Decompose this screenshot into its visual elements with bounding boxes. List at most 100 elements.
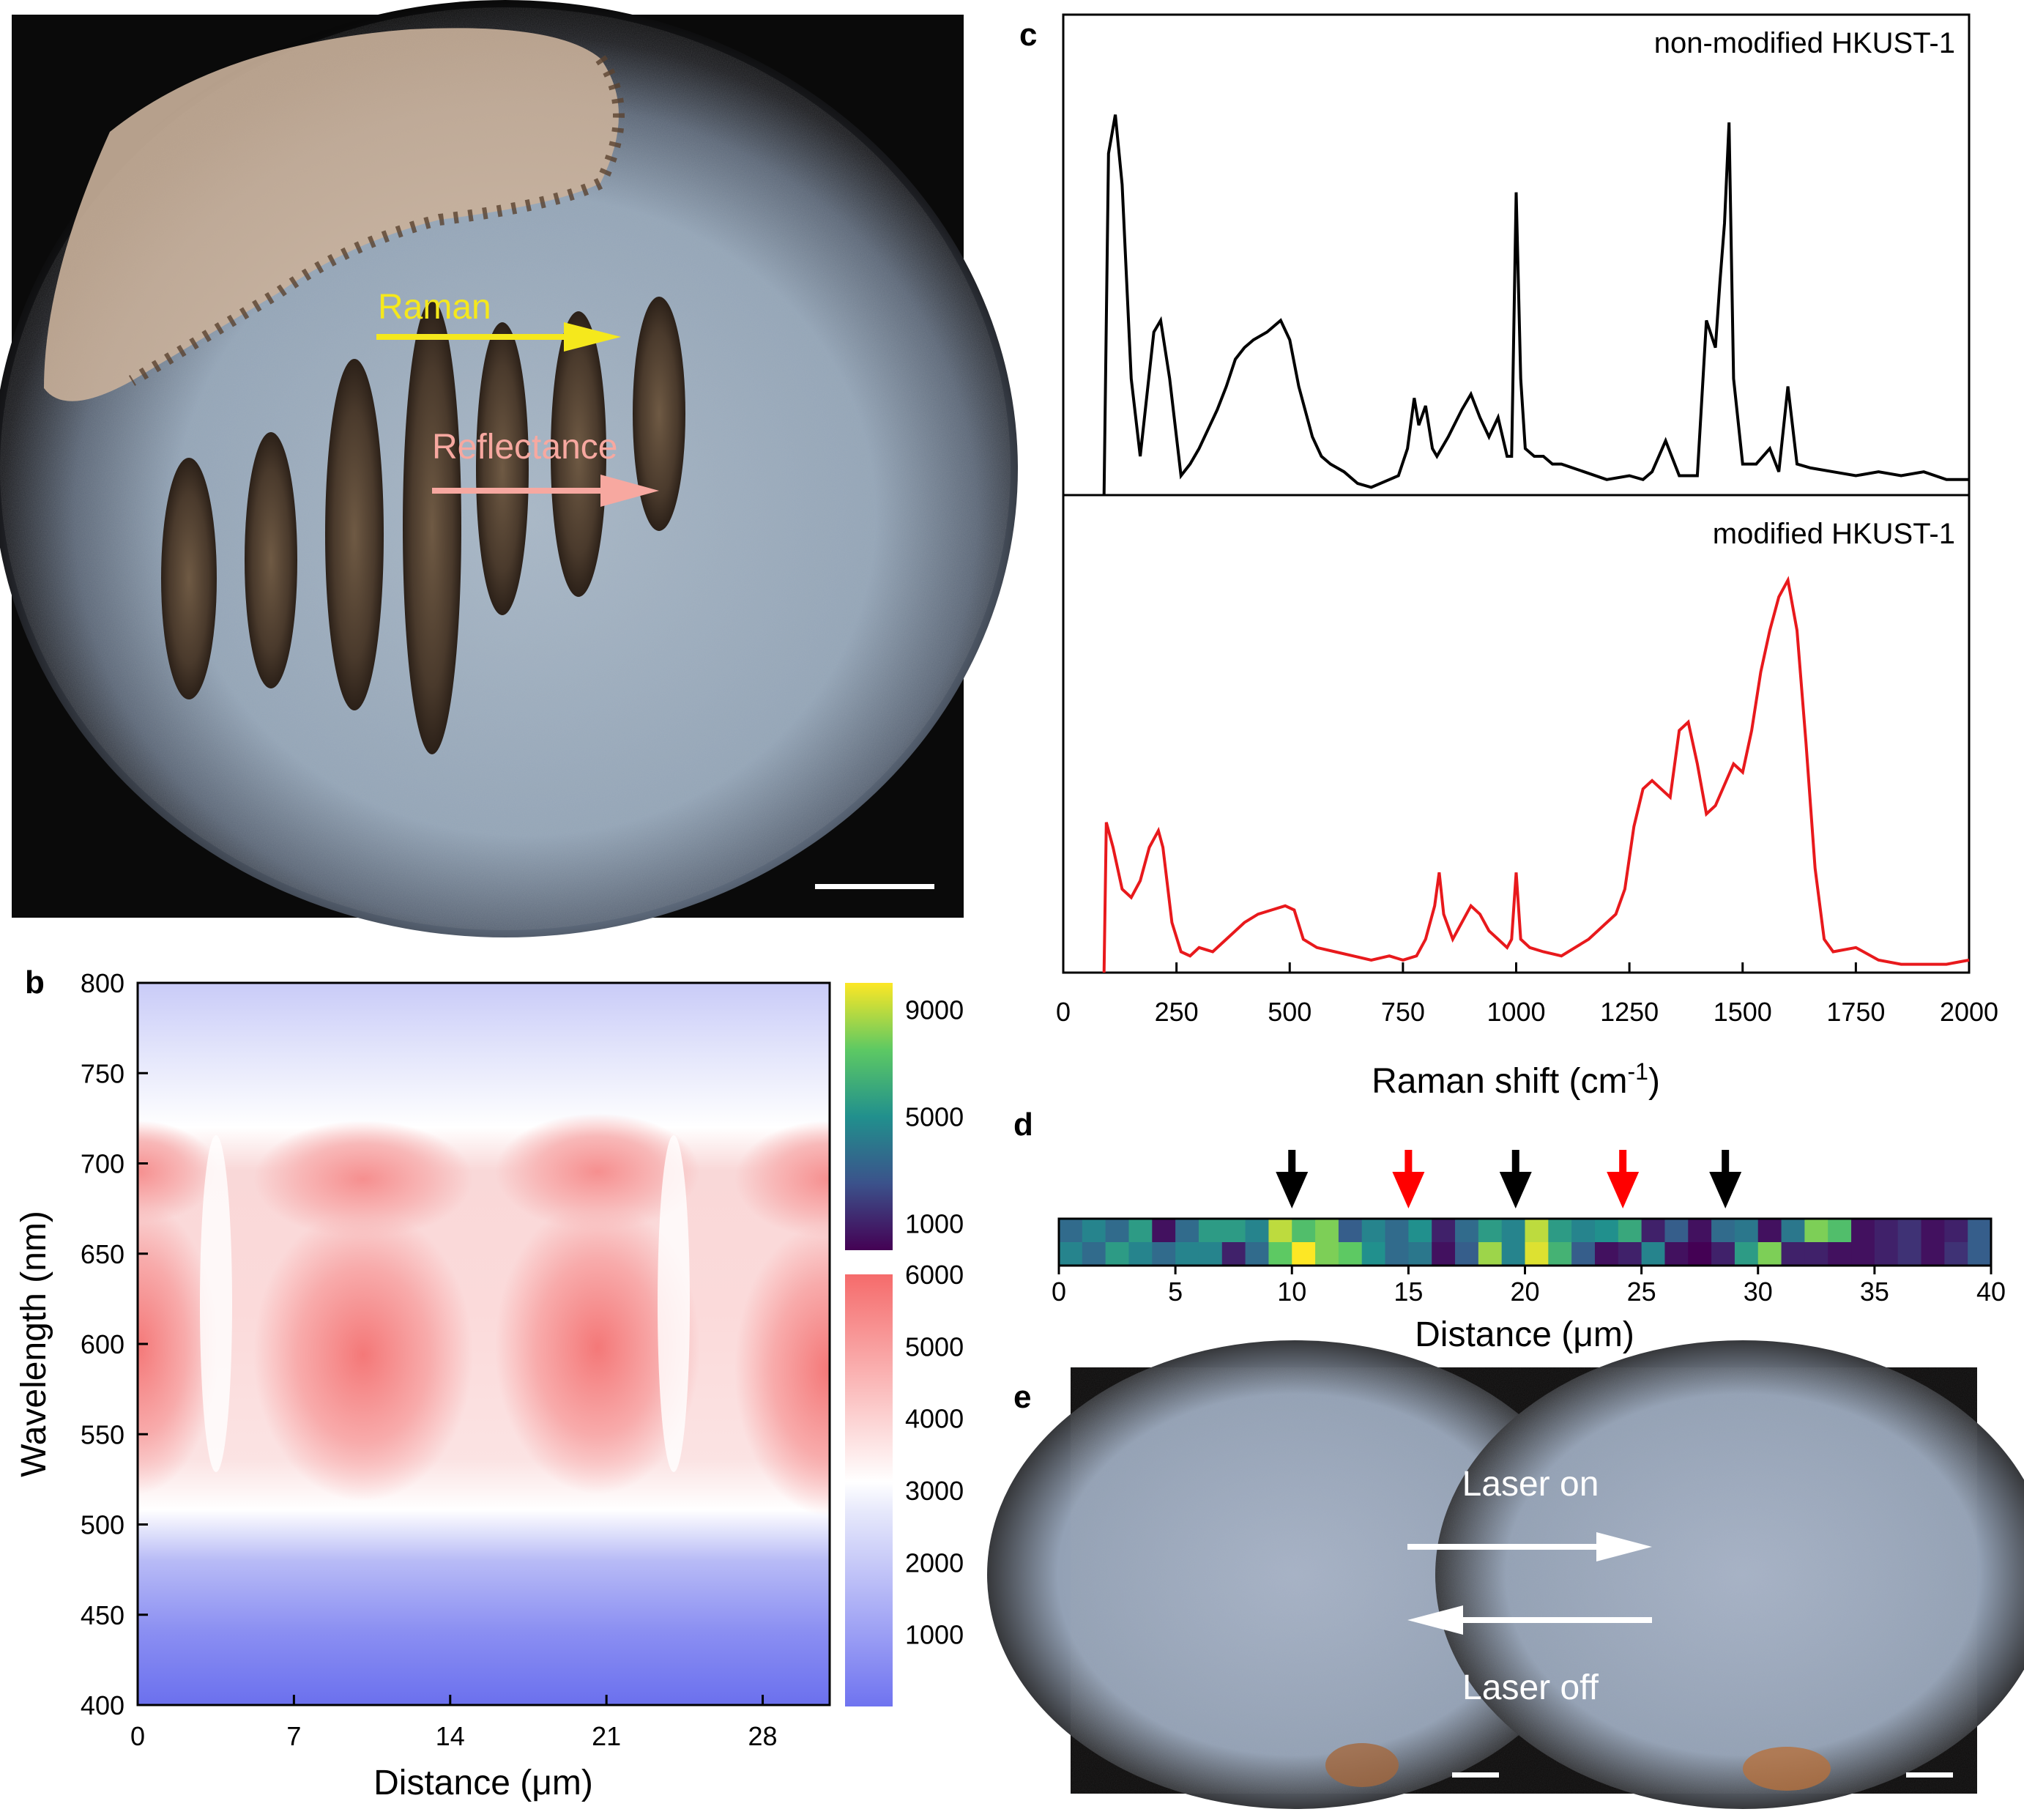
d-cell: [1245, 1242, 1270, 1266]
laser-stripe: [161, 458, 217, 699]
panel-label-e: e: [1013, 1379, 1031, 1415]
c-xlabel: Raman shift (cm-1): [1372, 1058, 1660, 1101]
raman-arrow-head: [564, 322, 621, 352]
d-cell: [1688, 1242, 1712, 1266]
d-cell: [1897, 1242, 1922, 1266]
laser-off-arrow-head: [1407, 1605, 1463, 1635]
c-xlabel-close: ): [1648, 1062, 1660, 1101]
d-arrow-shaft: [1511, 1150, 1519, 1179]
d-cell: [1944, 1219, 1968, 1242]
legend-top: non-modified HKUST-1: [1654, 27, 1955, 59]
b-axis-ticks: 0 7 14 21 28 400 450 500 550 600 650 700 750 800: [81, 968, 778, 1751]
panel-d: 0 5 10 15 20 25 30 35 40 Distance (μm): [1052, 1150, 2006, 1354]
d-cell: [1664, 1219, 1689, 1242]
white-column: [658, 1135, 690, 1472]
plot-frame-c: [1062, 13, 1971, 974]
d-cell: [1105, 1219, 1130, 1242]
d-cell: [1641, 1242, 1666, 1266]
d-cell: [1897, 1219, 1922, 1242]
d-cell: [1385, 1219, 1409, 1242]
d-cell: [1525, 1219, 1549, 1242]
spectrum-modified: [1102, 576, 1970, 973]
colorbar-upper-tick-label: 1000: [905, 1209, 964, 1239]
d-cell: [1968, 1242, 1992, 1266]
b-x-tick-label: 21: [592, 1721, 621, 1751]
laser-stripe: [476, 322, 529, 615]
d-cell: [1711, 1242, 1735, 1266]
legend-bottom: modified HKUST-1: [1713, 518, 1955, 550]
laser-on-arrow-head: [1596, 1532, 1652, 1561]
laser-stripe: [551, 311, 606, 597]
white-column: [200, 1135, 232, 1472]
scale-bar-e-left: [1452, 1772, 1499, 1778]
b-y-tick-label: 800: [81, 968, 124, 998]
d-cell: [1128, 1219, 1153, 1242]
colorbar-upper: [845, 983, 893, 1250]
colorbar-upper-tick-label: 5000: [905, 1102, 964, 1132]
d-cell: [1455, 1219, 1479, 1242]
d-arrow-shaft: [1619, 1150, 1627, 1179]
d-cell: [1968, 1219, 1992, 1242]
laser-stripe: [245, 432, 297, 688]
colorbar-lower-tick-label: 5000: [905, 1331, 964, 1362]
debris-spot: [1325, 1743, 1399, 1787]
d-cell: [1455, 1242, 1479, 1266]
c-x-tick-label: 500: [1268, 997, 1311, 1027]
d-cell: [1618, 1242, 1642, 1266]
colorbar-lower-tick-label: 4000: [905, 1404, 964, 1434]
hotspot: [495, 1113, 700, 1230]
b-x-tick-label: 28: [748, 1721, 778, 1751]
d-cell: [1385, 1242, 1409, 1266]
c-x-tick-label: 1250: [1600, 997, 1659, 1027]
d-axis-ticks: 0 5 10 15 20 25 30 35 40: [1052, 1266, 2006, 1307]
scale-bar-a: [815, 884, 934, 889]
d-cell: [1478, 1242, 1503, 1266]
d-cell: [1292, 1242, 1316, 1266]
d-cell: [1268, 1242, 1292, 1266]
hotspot: [253, 1208, 473, 1501]
d-cell: [1571, 1219, 1596, 1242]
c-xlabel-sup: -1: [1627, 1058, 1648, 1085]
d-cell: [1874, 1219, 1899, 1242]
laser-off-label: Laser off: [1462, 1668, 1599, 1707]
colorbar-lower-tick-label: 6000: [905, 1260, 964, 1290]
substrate-region: [44, 28, 619, 401]
d-cell: [1268, 1219, 1292, 1242]
d-cell: [1921, 1242, 1945, 1266]
panel-c: non-modified HKUST-1 modified HKUST-1 0 2…: [1056, 13, 1998, 1101]
spectrum-non-modified: [1102, 114, 1969, 496]
b-y-tick-label: 400: [81, 1690, 124, 1720]
d-cell: [1921, 1219, 1945, 1242]
b-ylabel: Wavelength (nm): [15, 1211, 53, 1477]
d-x-tick-label: 0: [1052, 1277, 1066, 1307]
d-x-tick-label: 15: [1394, 1277, 1423, 1307]
d-cell: [1711, 1219, 1735, 1242]
d-arrow-shaft: [1288, 1150, 1296, 1179]
hotspot: [734, 1223, 830, 1516]
d-cell: [1432, 1219, 1456, 1242]
d-x-tick-label: 25: [1627, 1277, 1656, 1307]
d-cell: [1338, 1242, 1363, 1266]
c-xlabel-main: Raman shift (cm: [1372, 1062, 1627, 1101]
laser-stripes: [161, 297, 685, 754]
d-cell: [1781, 1219, 1805, 1242]
contour-hotspots: [138, 1113, 830, 1516]
d-cell: [1315, 1219, 1339, 1242]
panel-label-c: c: [1019, 17, 1037, 53]
b-xlabel: Distance (μm): [373, 1764, 593, 1802]
d-cell: [1734, 1242, 1759, 1266]
colorbar-lower-tick-label: 2000: [905, 1548, 964, 1578]
b-x-tick-label: 0: [130, 1721, 145, 1751]
d-cell: [1408, 1219, 1432, 1242]
d-cell: [1361, 1242, 1386, 1266]
d-arrow-head: [1607, 1172, 1640, 1208]
panel-a: Raman Reflectance: [0, 0, 1018, 937]
b-x-tick-label: 14: [436, 1721, 465, 1751]
d-cell: [1128, 1242, 1153, 1266]
d-cell: [1874, 1242, 1899, 1266]
laser-on-label: Laser on: [1462, 1465, 1599, 1504]
d-x-tick-label: 5: [1168, 1277, 1183, 1307]
d-cell: [1594, 1242, 1619, 1266]
laser-stripe: [403, 300, 461, 754]
